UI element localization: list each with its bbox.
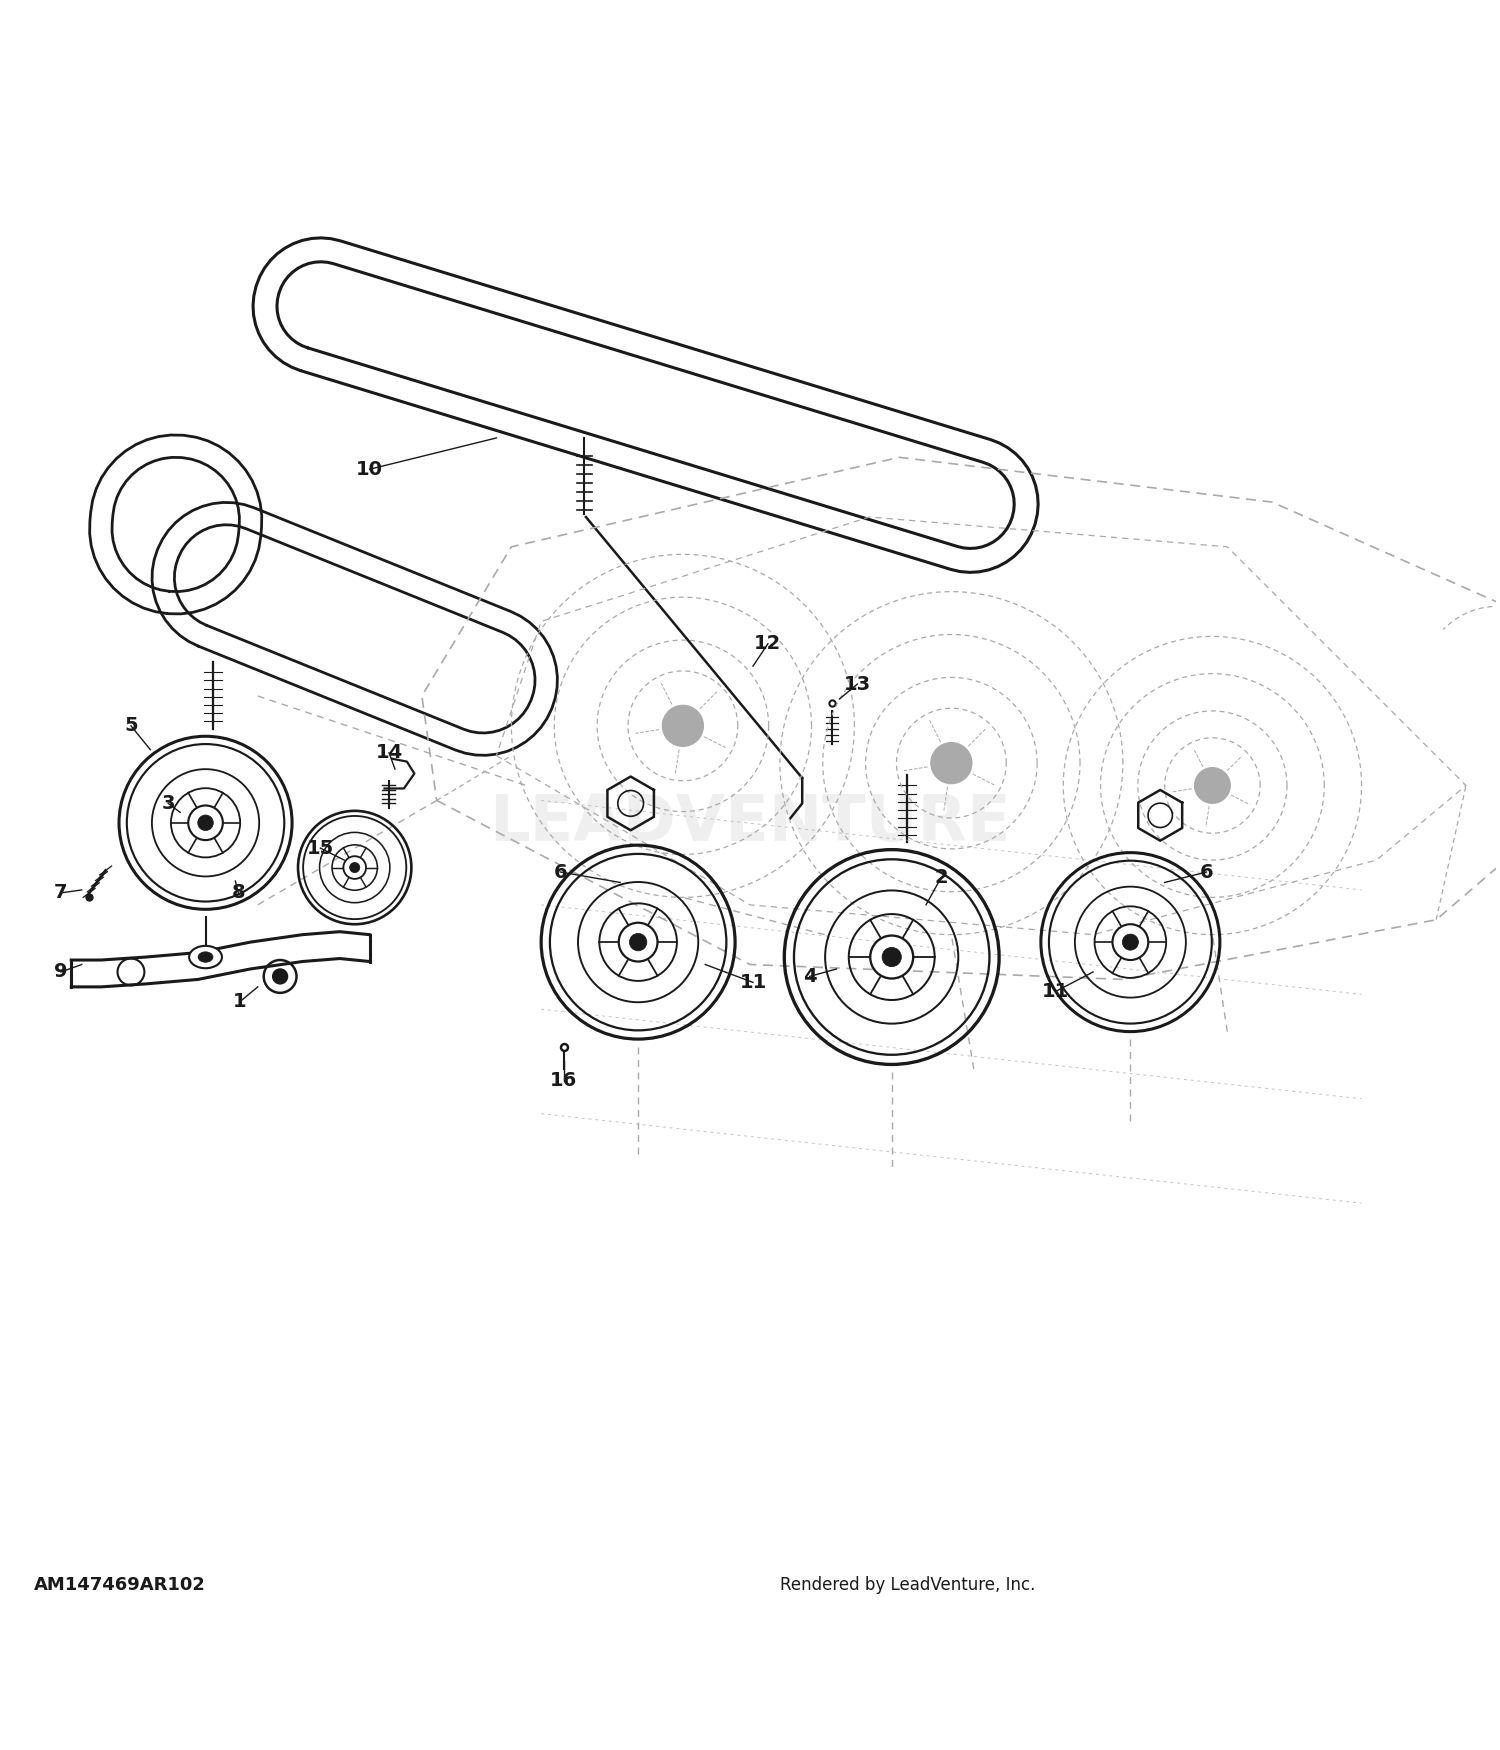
Text: LEADVENTURE: LEADVENTURE — [489, 791, 1011, 854]
Circle shape — [188, 805, 224, 840]
Text: 11: 11 — [1042, 982, 1070, 1001]
Text: 7: 7 — [54, 884, 68, 903]
Circle shape — [663, 705, 704, 747]
Circle shape — [273, 970, 288, 984]
Text: 14: 14 — [375, 744, 402, 763]
Text: 13: 13 — [844, 674, 871, 693]
Text: 2: 2 — [934, 868, 948, 887]
Text: 16: 16 — [550, 1071, 578, 1090]
Circle shape — [1194, 768, 1230, 803]
Text: 6: 6 — [1200, 863, 1214, 882]
Circle shape — [630, 933, 646, 950]
Circle shape — [870, 936, 913, 978]
Circle shape — [932, 742, 972, 784]
Text: AM147469AR102: AM147469AR102 — [34, 1577, 206, 1594]
Circle shape — [1113, 924, 1149, 961]
Ellipse shape — [189, 945, 222, 968]
Text: 11: 11 — [740, 973, 766, 992]
Text: 6: 6 — [554, 863, 567, 882]
Circle shape — [344, 856, 366, 878]
Circle shape — [618, 922, 657, 961]
Circle shape — [350, 863, 360, 873]
Text: 9: 9 — [54, 963, 68, 982]
Ellipse shape — [198, 952, 213, 963]
Text: Rendered by LeadVenture, Inc.: Rendered by LeadVenture, Inc. — [780, 1577, 1035, 1594]
Circle shape — [882, 947, 902, 966]
Text: 15: 15 — [308, 838, 334, 858]
Text: 4: 4 — [802, 968, 816, 985]
Text: 8: 8 — [231, 884, 244, 903]
Circle shape — [1122, 934, 1138, 950]
Circle shape — [198, 816, 213, 831]
Text: 10: 10 — [356, 460, 382, 480]
Text: 3: 3 — [162, 794, 176, 814]
Text: 5: 5 — [124, 716, 138, 735]
Text: 12: 12 — [754, 634, 782, 653]
Text: 1: 1 — [232, 992, 246, 1011]
